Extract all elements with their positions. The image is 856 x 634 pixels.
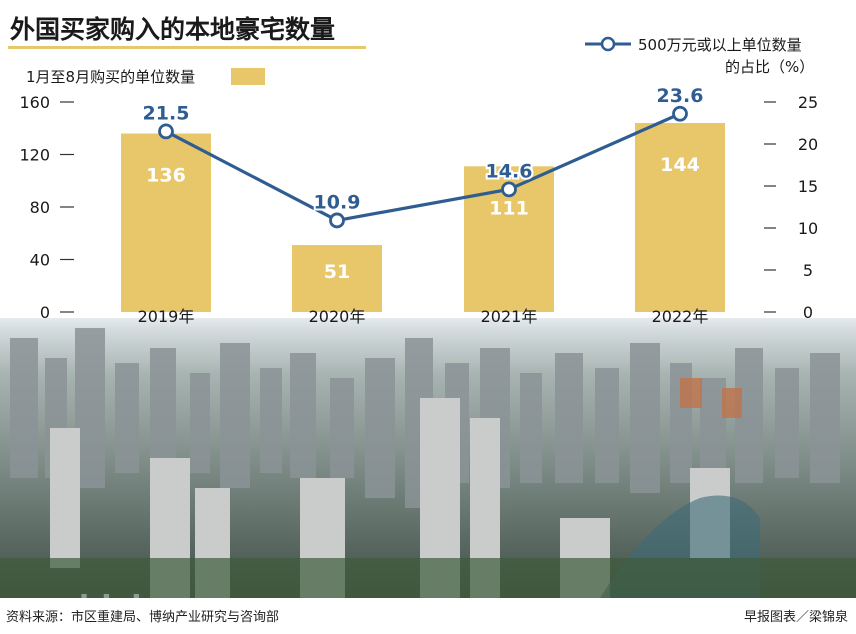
right-axis: 0 5 10 15 20 25 (764, 93, 818, 322)
bar-legend: 1月至8月购买的单位数量 (26, 68, 265, 86)
right-tick-label: 25 (798, 93, 818, 112)
line-value-label: 10.9 (314, 191, 361, 213)
bar-value-label: 51 (324, 261, 350, 283)
bar (635, 123, 725, 312)
line-value-label: 23.6 (657, 85, 704, 107)
left-tick-label: 40 (30, 251, 50, 270)
title-underline (8, 46, 366, 49)
left-tick-label: 80 (30, 198, 50, 217)
graphic-credit: 早报图表／梁锦泉 (743, 610, 848, 625)
line-series: 21.5 10.9 14.6 23.6 (141, 83, 705, 229)
right-tick-label: 20 (798, 135, 818, 154)
left-tick-label: 0 (40, 303, 50, 322)
left-tick-label: 120 (19, 146, 50, 165)
line-point (329, 212, 345, 229)
footer: 资料来源：市区重建局、博纳产业研究与咨询部 早报图表／梁锦泉 (0, 598, 856, 634)
right-tick-label: 5 (803, 261, 813, 280)
bar-value-label: 136 (146, 165, 186, 187)
line-value-label: 21.5 (143, 102, 190, 124)
line-value-label: 14.6 (486, 160, 533, 182)
share-line (165, 112, 681, 223)
x-category-label: 2021年 (481, 307, 538, 326)
bar-labels: 136 51 111 144 (146, 154, 700, 283)
chart: 外国买家购入的本地豪宅数量 1月至8月购买的单位数量 500万元或以上单位数量 … (0, 0, 856, 330)
source-note: 资料来源：市区重建局、博纳产业研究与咨询部 (6, 610, 280, 625)
line-point (501, 181, 517, 198)
left-axis: 0 40 80 120 160 (19, 93, 74, 322)
bar (121, 133, 211, 312)
bar-legend-swatch (231, 68, 265, 85)
right-tick-label: 10 (798, 219, 818, 238)
x-category-label: 2020年 (309, 307, 366, 326)
line-legend: 500万元或以上单位数量 的占比（%） (585, 36, 814, 76)
right-tick-label: 15 (798, 177, 818, 196)
left-tick-label: 160 (19, 93, 50, 112)
x-category-label: 2019年 (138, 307, 195, 326)
line-point (158, 123, 174, 140)
x-category-label: 2022年 (652, 307, 709, 326)
bar (292, 245, 382, 312)
bar-value-label: 144 (660, 154, 700, 176)
city-skyline-photo (0, 318, 856, 598)
chart-title: 外国买家购入的本地豪宅数量 (10, 15, 335, 44)
line-legend-label-2: 的占比（%） (725, 58, 814, 76)
line-legend-label-1: 500万元或以上单位数量 (638, 36, 802, 54)
x-axis: 2019年 2020年 2021年 2022年 (138, 307, 709, 326)
bar-legend-label: 1月至8月购买的单位数量 (26, 68, 195, 86)
right-tick-label: 0 (803, 303, 813, 322)
bar-value-label: 111 (489, 197, 529, 219)
line-point (672, 105, 688, 122)
line-legend-marker (600, 36, 616, 52)
